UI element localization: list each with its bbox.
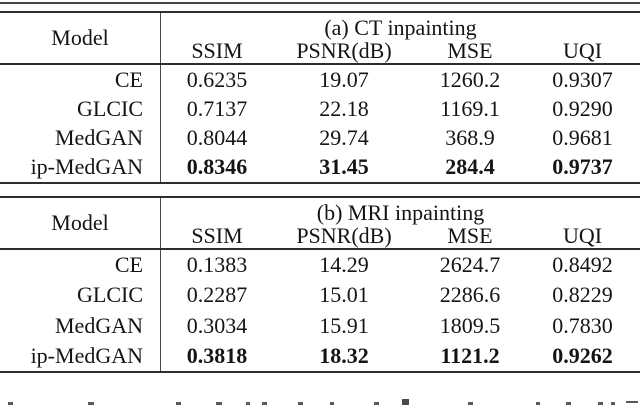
text-fragment [598, 402, 603, 405]
metric-value-ssim: 0.8346 [186, 154, 248, 180]
metric-value-psnr: 29.74 [319, 125, 369, 151]
metric-value-mse: 2624.7 [439, 252, 501, 278]
metric-value-ssim: 0.2287 [186, 282, 248, 308]
text-fragment [8, 402, 13, 405]
metric-value-ssim: 0.3818 [186, 342, 248, 368]
model-name: ip-MedGAN [0, 152, 161, 182]
text-fragment [88, 402, 94, 405]
metric-value-mse: 284.4 [445, 154, 495, 180]
text-fragment [566, 402, 571, 405]
column-header-ssim: SSIM [191, 38, 243, 63]
table-row: CE 0.1383 14.29 2624.7 0.8492 [0, 250, 640, 281]
metric-value-mse: 1809.5 [439, 312, 501, 338]
column-header-uqi: UQI [562, 38, 603, 63]
metric-value-ssim: 0.6235 [186, 66, 248, 92]
text-fragment [176, 402, 181, 405]
column-header-ssim: SSIM [191, 223, 243, 248]
metric-value-uqi: 0.9290 [552, 95, 613, 121]
column-header-psnr: PSNR(dB) [296, 38, 392, 63]
metric-value-uqi: 0.8492 [552, 252, 613, 278]
metric-value-uqi: 0.9307 [552, 66, 613, 92]
table-mri-inpainting: Model (b) MRI inpainting SSIM PSNR(dB) M… [0, 196, 640, 373]
table-row: GLCIC 0.7137 22.18 1169.1 0.9290 [0, 94, 640, 124]
metric-value-uqi: 0.7830 [552, 312, 613, 338]
text-fragment [626, 401, 638, 403]
metric-value-psnr: 15.01 [319, 282, 369, 308]
metric-value-mse: 1169.1 [440, 95, 500, 121]
metric-value-psnr: 22.18 [319, 95, 369, 121]
table-row: MedGAN 0.3034 15.91 1809.5 0.7830 [0, 310, 640, 341]
metric-value-ssim: 0.3034 [186, 312, 248, 338]
table-row: GLCIC 0.2287 15.01 2286.6 0.8229 [0, 280, 640, 311]
metric-value-psnr: 31.45 [319, 154, 369, 180]
table-header: Model (b) MRI inpainting SSIM PSNR(dB) M… [0, 198, 640, 250]
model-name: MedGAN [0, 310, 161, 341]
table-row-best: ip-MedGAN 0.8346 31.45 284.4 0.9737 [0, 152, 640, 182]
metric-value-uqi: 0.9262 [552, 342, 613, 368]
column-header-psnr: PSNR(dB) [296, 223, 392, 248]
metric-value-uqi: 0.9681 [552, 125, 613, 151]
metric-value-mse: 368.9 [445, 125, 495, 151]
column-header-uqi: UQI [562, 223, 603, 248]
table-caption: (a) CT inpainting [324, 14, 477, 40]
superscript-fragment [402, 399, 409, 405]
model-name: CE [0, 65, 161, 95]
metric-value-psnr: 19.07 [319, 66, 369, 92]
metric-value-ssim: 0.7137 [186, 95, 248, 121]
model-name: MedGAN [0, 123, 161, 153]
table-header: Model (a) CT inpainting SSIM PSNR(dB) MS… [0, 13, 640, 65]
column-header-mse: MSE [447, 38, 493, 63]
model-column-header: Model [0, 198, 161, 248]
top-rule-fragment [0, 2, 640, 4]
metric-value-mse: 2286.6 [439, 282, 501, 308]
table-row: MedGAN 0.8044 29.74 368.9 0.9681 [0, 123, 640, 153]
column-header-mse: MSE [447, 223, 493, 248]
text-fragment [216, 402, 222, 405]
text-fragment [611, 402, 615, 405]
model-name: GLCIC [0, 94, 161, 124]
metric-value-uqi: 0.9737 [552, 154, 613, 180]
metric-value-uqi: 0.8229 [552, 282, 613, 308]
table-row: CE 0.6235 19.07 1260.2 0.9307 [0, 65, 640, 95]
model-name: GLCIC [0, 280, 161, 311]
metric-value-psnr: 14.29 [319, 252, 369, 278]
metric-value-ssim: 0.1383 [186, 252, 248, 278]
metric-value-mse: 1260.2 [439, 66, 501, 92]
text-fragment [536, 402, 540, 405]
text-fragment [330, 402, 334, 405]
text-fragment [374, 402, 379, 405]
table-row-best: ip-MedGAN 0.3818 18.32 1121.2 0.9262 [0, 340, 640, 371]
text-fragment [246, 402, 250, 405]
metric-value-ssim: 0.8044 [186, 125, 248, 151]
text-fragment [468, 402, 473, 405]
metric-value-psnr: 15.91 [319, 312, 369, 338]
table-caption: (b) MRI inpainting [316, 199, 485, 225]
model-name: ip-MedGAN [0, 340, 161, 371]
text-fragment [298, 402, 303, 405]
model-column-header: Model [0, 13, 161, 63]
cut-off-body-text [0, 398, 640, 406]
metric-value-psnr: 18.32 [319, 342, 369, 368]
text-fragment [262, 402, 267, 405]
table-ct-inpainting: Model (a) CT inpainting SSIM PSNR(dB) MS… [0, 11, 640, 184]
model-name: CE [0, 250, 161, 281]
metric-value-mse: 1121.2 [440, 342, 500, 368]
